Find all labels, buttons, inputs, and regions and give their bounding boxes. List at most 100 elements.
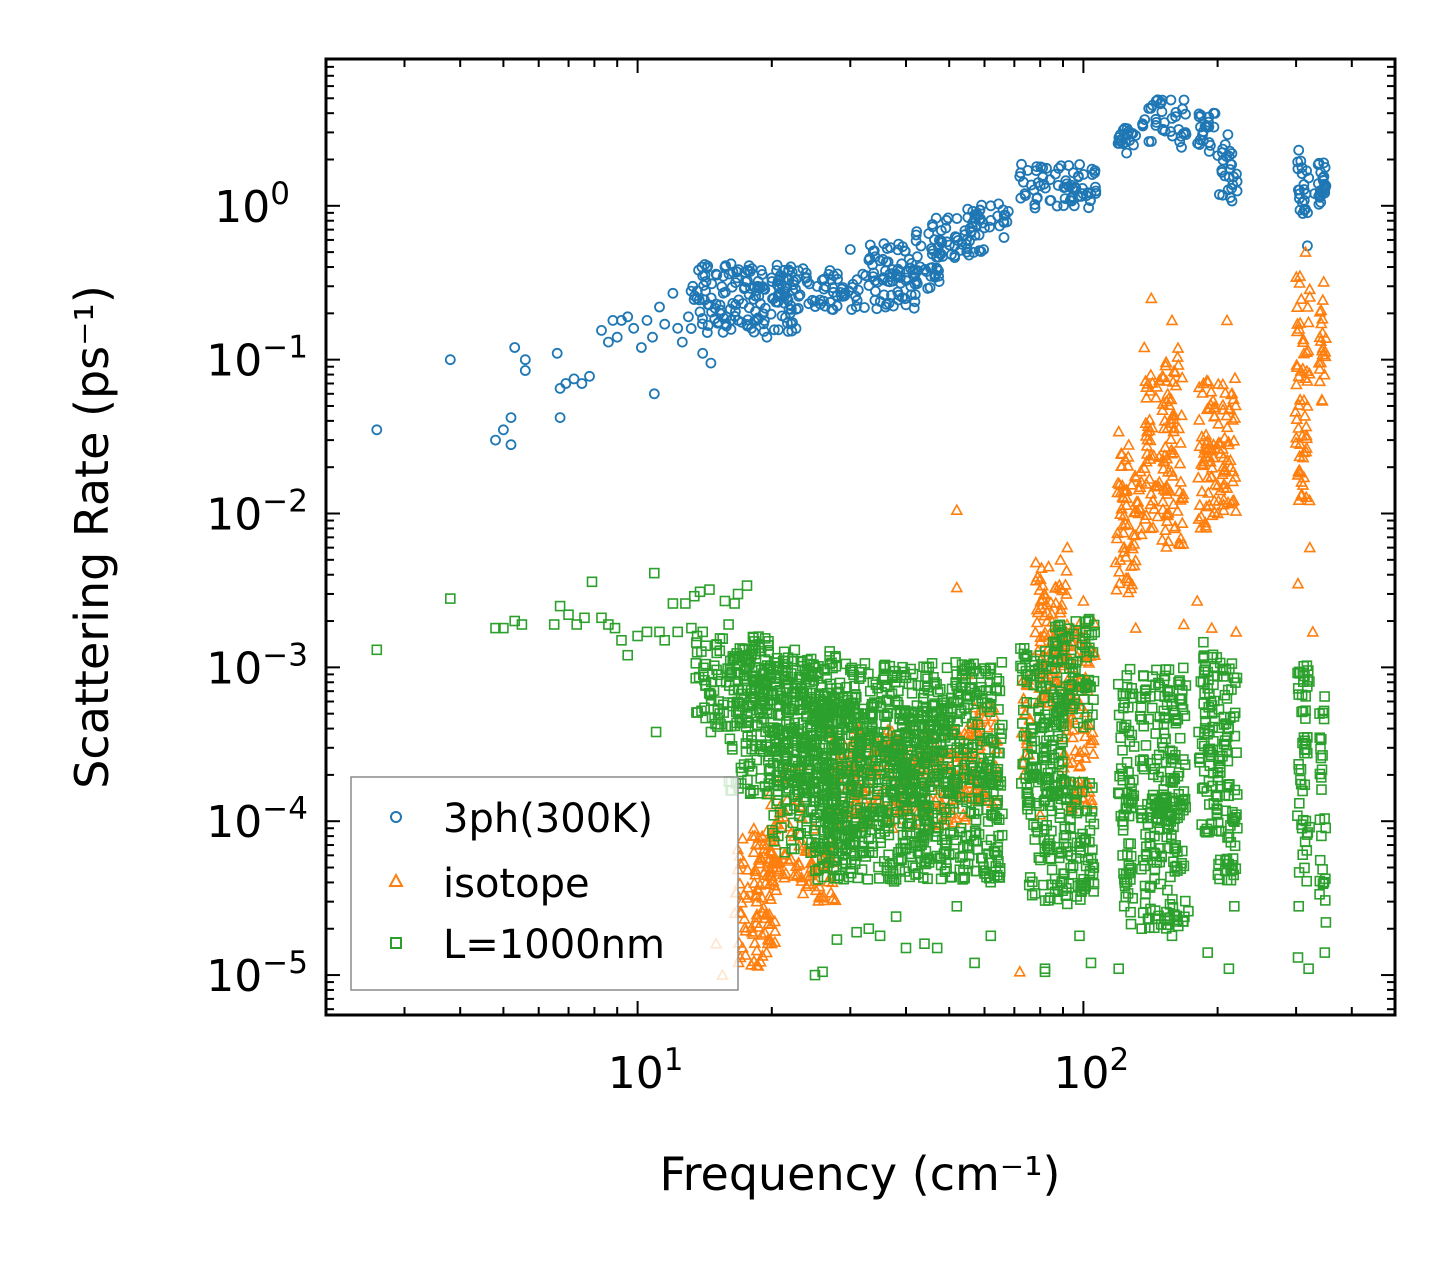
data-point — [734, 698, 746, 710]
data-point — [696, 318, 708, 330]
data-point — [505, 412, 517, 424]
data-point — [946, 249, 957, 261]
data-point — [1143, 136, 1155, 147]
data-point — [1155, 533, 1169, 545]
data-point — [1033, 808, 1047, 820]
data-point — [724, 733, 736, 745]
data-point — [748, 293, 760, 305]
y-axis-title: Scattering Rate (ps⁻¹) — [65, 285, 119, 789]
data-point — [779, 290, 791, 302]
data-point — [1058, 720, 1069, 732]
data-point — [1204, 443, 1218, 456]
data-point — [1029, 625, 1042, 638]
data-point — [767, 757, 779, 769]
data-point — [1218, 386, 1232, 398]
data-point — [904, 719, 916, 731]
data-point — [899, 245, 911, 257]
data-point — [780, 696, 792, 707]
data-point — [866, 721, 878, 733]
data-point — [746, 322, 757, 334]
data-point — [1070, 656, 1082, 668]
data-point — [560, 378, 572, 389]
data-point — [823, 817, 835, 828]
data-point — [1034, 594, 1048, 606]
data-point — [1040, 680, 1052, 692]
data-point — [1049, 596, 1063, 608]
data-point — [1066, 191, 1078, 202]
data-point — [1044, 195, 1056, 206]
data-point — [1217, 480, 1231, 493]
data-point — [1217, 477, 1231, 490]
data-point — [813, 863, 824, 875]
data-point — [1042, 560, 1055, 572]
data-point — [1197, 129, 1208, 141]
data-point — [863, 280, 875, 291]
data-point — [1128, 139, 1139, 151]
data-point — [852, 774, 864, 786]
data-point — [765, 773, 777, 785]
data-point — [973, 245, 985, 257]
data-point — [969, 229, 981, 241]
data-point — [1220, 453, 1234, 466]
data-point — [1161, 508, 1175, 521]
data-point — [1317, 275, 1331, 287]
data-point — [947, 797, 959, 809]
data-point — [801, 834, 813, 846]
data-point — [764, 862, 777, 875]
data-point — [991, 849, 1003, 861]
data-point — [747, 631, 759, 643]
data-point — [1220, 408, 1233, 421]
data-point — [1109, 555, 1123, 568]
data-point — [950, 790, 962, 802]
data-point — [760, 945, 773, 958]
data-point — [967, 718, 978, 730]
data-point — [779, 866, 793, 879]
data-point — [1165, 443, 1178, 455]
data-point — [842, 700, 853, 712]
data-point — [1129, 621, 1143, 633]
data-point — [1033, 702, 1045, 714]
data-point — [796, 682, 808, 694]
data-point — [1192, 413, 1206, 425]
data-point — [881, 243, 893, 254]
data-point — [736, 832, 749, 844]
data-point — [371, 424, 383, 436]
data-point — [1143, 384, 1157, 396]
data-point — [908, 302, 920, 314]
data-point — [905, 280, 917, 292]
data-point — [1066, 723, 1080, 735]
data-point — [906, 706, 917, 718]
data-point — [984, 669, 996, 680]
data-point — [966, 793, 977, 804]
data-point — [1143, 423, 1156, 436]
data-point — [881, 737, 893, 748]
data-point — [697, 313, 708, 324]
data-point — [894, 784, 906, 795]
data-point — [1313, 178, 1324, 190]
data-point — [921, 852, 933, 863]
data-point — [849, 680, 860, 692]
data-point — [853, 708, 865, 719]
legend: 3ph(300K) isotope L=1000nm — [350, 776, 739, 991]
data-point — [1203, 121, 1215, 133]
data-point — [961, 727, 975, 739]
data-point — [1140, 391, 1153, 403]
data-point — [831, 864, 842, 876]
data-point — [899, 666, 910, 678]
data-point — [829, 790, 841, 802]
data-point — [812, 879, 826, 892]
data-point — [1204, 385, 1218, 397]
data-point — [1147, 449, 1161, 461]
data-point — [998, 232, 1010, 243]
data-point — [884, 871, 896, 882]
data-point — [1297, 393, 1311, 406]
data-point — [1211, 506, 1225, 519]
data-point — [727, 744, 738, 755]
data-point — [731, 717, 742, 729]
data-point — [1196, 386, 1209, 398]
data-point — [741, 863, 755, 875]
data-point — [1219, 139, 1231, 151]
data-point — [859, 658, 871, 669]
data-point — [1069, 698, 1080, 710]
data-point — [1144, 487, 1158, 499]
